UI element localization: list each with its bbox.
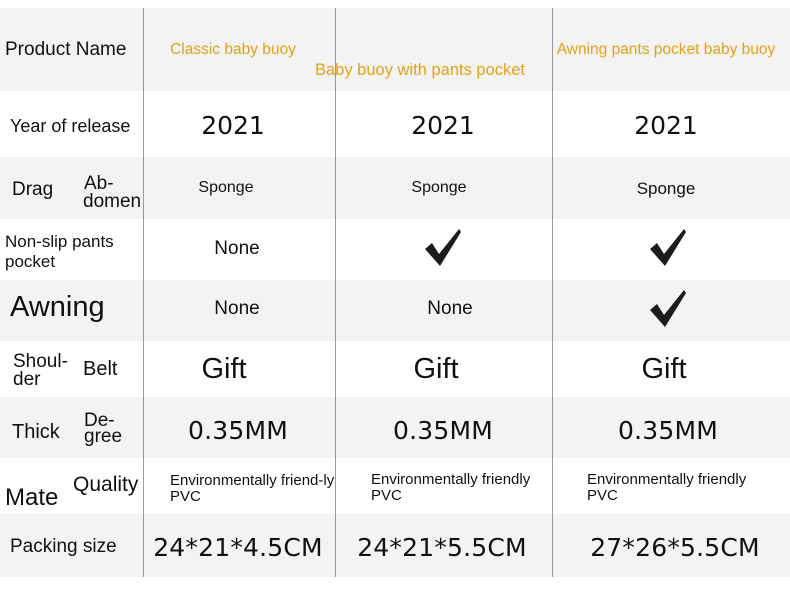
- drag-col-3: Sponge: [636, 179, 696, 198]
- row-label-shoulder-2: der: [13, 369, 41, 390]
- material-col-1: Environmentally friend-ly PVC: [170, 472, 335, 505]
- row-label-thick: Thick: [12, 421, 60, 443]
- row-product-name: [0, 8, 790, 91]
- check-icon: [425, 229, 461, 266]
- thick-col-2: 0.35MM: [392, 416, 494, 445]
- column-divider: [143, 8, 144, 577]
- row-label-shoulder-1: Shoul-: [13, 351, 68, 372]
- row-label-year: Year of release: [10, 116, 131, 136]
- shoulder-col-2: Gift: [413, 353, 459, 385]
- row-label-nonslip-2: pocket: [5, 252, 56, 271]
- shoulder-col-3: Gift: [641, 353, 687, 385]
- row-drag: [0, 157, 790, 219]
- row-label-drag: Drag: [12, 179, 54, 200]
- row-thick: [0, 397, 790, 458]
- drag-col-1: Sponge: [198, 179, 254, 196]
- packing-col-3: 27*26*5.5CM: [590, 533, 760, 562]
- product-name-col-2: Baby buoy with pants pocket: [314, 61, 526, 79]
- row-label-awning: Awning: [10, 291, 105, 323]
- check-icon: [650, 229, 686, 266]
- awning-col-2: None: [427, 298, 473, 319]
- packing-col-2: 24*21*5.5CM: [357, 533, 527, 562]
- awning-col-1: None: [214, 298, 260, 319]
- row-label-product-name: Product Name: [5, 39, 127, 60]
- row-label-nonslip-1: Non-slip pants: [5, 232, 114, 251]
- shoulder-col-1: Gift: [201, 353, 247, 385]
- row-label-belt: Belt: [83, 358, 118, 380]
- nonslip-col-1: None: [214, 238, 260, 259]
- row-packing: [0, 514, 790, 577]
- row-label-degree-1: De-: [84, 410, 115, 431]
- row-label-packing: Packing size: [10, 536, 117, 557]
- column-divider: [552, 8, 553, 577]
- row-label-degree-2: gree: [84, 426, 123, 447]
- thick-col-3: 0.35MM: [617, 416, 719, 445]
- row-label-abdomen-2: domen: [83, 191, 142, 212]
- year-col-2: 2021: [411, 111, 475, 140]
- product-name-col-1: Classic baby buoy: [170, 41, 296, 58]
- row-label-abdomen-1: Ab-: [84, 173, 114, 194]
- drag-col-2: Sponge: [411, 179, 467, 196]
- product-name-col-3: Awning pants pocket baby buoy: [556, 41, 776, 58]
- row-label-quality: Quality: [73, 473, 139, 496]
- year-col-1: 2021: [201, 111, 265, 140]
- year-col-3: 2021: [634, 111, 698, 140]
- material-col-2: Environmentally friendly PVC: [371, 471, 531, 504]
- check-icon: [650, 290, 686, 327]
- material-col-3: Environmentally friendly PVC: [587, 471, 747, 504]
- packing-col-1: 24*21*4.5CM: [153, 533, 323, 562]
- thick-col-1: 0.35MM: [187, 416, 289, 445]
- column-divider: [335, 8, 336, 577]
- row-label-material: Mate: [5, 484, 59, 511]
